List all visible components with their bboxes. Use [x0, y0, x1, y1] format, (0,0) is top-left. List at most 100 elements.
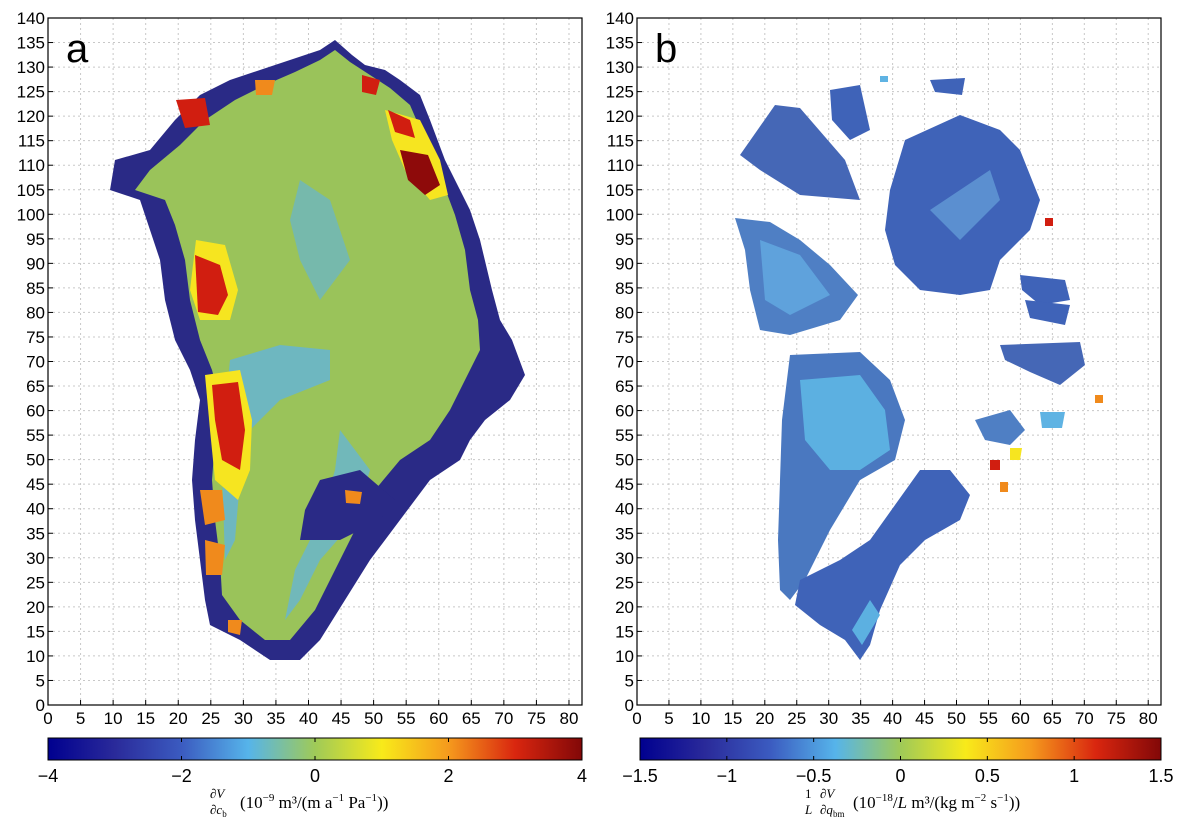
x-tick-label: 60: [429, 709, 448, 728]
y-tick-label: 35: [26, 524, 45, 543]
colorbar-tick-label: −4: [38, 766, 59, 786]
y-tick-label: 105: [606, 181, 634, 200]
cb-a-mid2: Pa: [344, 793, 366, 812]
ticks-a: 0 5 10 15 20 25 30 35 40 45 50 55 60 65 70 75 80 0 5 10 15 20…: [17, 9, 579, 728]
hot-a-n: [255, 80, 275, 95]
y-tick-label: 135: [606, 34, 634, 53]
y-tick-label: 10: [26, 647, 45, 666]
hot-b-4: [1045, 218, 1053, 226]
x-tick-label: 0: [632, 709, 641, 728]
y-tick-label: 130: [606, 58, 634, 77]
y-tick-label: 70: [615, 353, 634, 372]
y-tick-label: 45: [26, 475, 45, 494]
cb-a-exp3: −1: [365, 792, 377, 804]
y-tick-label: 0: [36, 696, 45, 715]
y-tick-label: 40: [26, 500, 45, 519]
x-tick-label: 60: [1011, 709, 1030, 728]
x-tick-label: 40: [883, 709, 902, 728]
y-tick-label: 80: [26, 303, 45, 322]
y-tick-label: 30: [26, 549, 45, 568]
cb-b-frac: ∂V: [820, 786, 836, 801]
y-tick-label: 95: [615, 230, 634, 249]
cb-a-mid: m³/(m a: [274, 793, 332, 812]
y-tick-label: 90: [615, 254, 634, 273]
x-tick-label: 80: [560, 709, 579, 728]
region-b-e5: [1040, 412, 1065, 428]
heatmap-b: [735, 76, 1103, 660]
hot-a-ne-1-core: [400, 150, 440, 195]
y-tick-label: 90: [26, 254, 45, 273]
x-tick-label: 50: [364, 709, 383, 728]
y-tick-label: 15: [615, 622, 634, 641]
region-b-n1: [740, 105, 860, 200]
hot-b-1: [1010, 448, 1022, 460]
margin-a-se: [300, 470, 395, 540]
cb-b-mid3: s: [986, 793, 997, 812]
region-b-s: [795, 470, 970, 660]
y-tick-label: 60: [26, 402, 45, 421]
y-tick-label: 35: [615, 524, 634, 543]
y-tick-label: 20: [26, 598, 45, 617]
x-tick-label: 35: [266, 709, 285, 728]
panel-label-b: b: [655, 27, 677, 71]
cb-a-exp2: −1: [332, 792, 344, 804]
y-tick-label: 50: [615, 451, 634, 470]
colorbar-tick-label: −1.5: [622, 766, 658, 786]
colorbar-tick-label: 1: [1069, 766, 1079, 786]
x-tick-label: 45: [915, 709, 934, 728]
cb-a-post: )): [377, 793, 388, 812]
panel-label-a: a: [66, 27, 89, 71]
y-tick-label: 50: [26, 451, 45, 470]
colorbar-b: −1.5 −1 −0.5 0 0.5 1 1.5 1 L ∂V ∂qbm (10−18/L …: [622, 737, 1174, 821]
y-tick-label: 55: [615, 426, 634, 445]
cb-b-den: ∂q: [820, 802, 833, 817]
cb-a-den-sub: b: [222, 809, 227, 819]
y-tick-label: 65: [615, 377, 634, 396]
hot-b-5: [1000, 482, 1008, 492]
region-b-n2: [830, 85, 870, 140]
heatmap-a: [110, 40, 525, 660]
y-tick-label: 120: [606, 107, 634, 126]
y-tick-label: 25: [615, 573, 634, 592]
y-tick-label: 130: [17, 58, 45, 77]
y-tick-label: 110: [18, 156, 45, 175]
colorbar-tick-label: 2: [443, 766, 453, 786]
cb-b-Lit: L: [897, 793, 907, 812]
hot-a-nw: [176, 98, 210, 128]
region-b-e1: [1020, 275, 1070, 305]
y-tick-label: 60: [615, 402, 634, 421]
ticks-b: 0 5 10 15 20 25 30 35 40 45 50 55 60 65 70 75 80 0 5 10 15 20…: [606, 9, 1158, 728]
cb-a-exp: −9: [263, 792, 275, 804]
x-tick-label: 40: [299, 709, 318, 728]
x-tick-label: 0: [43, 709, 52, 728]
colorbar-tick-label: −1: [717, 766, 738, 786]
colorbar-a-label: ∂V ∂cb (10−9 m³/(m a−1 Pa−1)): [210, 783, 388, 821]
y-tick-label: 135: [17, 34, 45, 53]
y-tick-label: 0: [625, 696, 634, 715]
y-tick-label: 80: [615, 303, 634, 322]
y-tick-label: 95: [26, 230, 45, 249]
region-b-w-light: [800, 375, 890, 470]
region-b-nw-light: [760, 240, 830, 315]
x-tick-label: 65: [1043, 709, 1062, 728]
colorbar-b-label: 1 L ∂V ∂qbm (10−18/L m³/(kg m−2 s−1)): [804, 783, 1020, 821]
x-tick-label: 70: [494, 709, 513, 728]
colorbar-b-ticks: −1.5 −1 −0.5 0 0.5 1 1.5: [622, 738, 1174, 786]
region-b-e4: [975, 410, 1025, 445]
colorbar-tick-label: 1.5: [1148, 766, 1173, 786]
x-tick-label: 55: [979, 709, 998, 728]
y-tick-label: 55: [26, 426, 45, 445]
x-tick-label: 50: [947, 709, 966, 728]
cb-b-exp3: −1: [997, 792, 1009, 804]
x-tick-label: 5: [76, 709, 85, 728]
y-tick-label: 10: [615, 647, 634, 666]
cb-b-den-sub: bm: [833, 809, 845, 819]
y-tick-label: 100: [17, 205, 45, 224]
y-tick-label: 30: [615, 549, 634, 568]
x-tick-label: 30: [819, 709, 838, 728]
region-b-top: [880, 76, 888, 82]
ice-flow-a-1: [222, 345, 330, 560]
x-tick-label: 75: [1107, 709, 1126, 728]
x-tick-label: 30: [234, 709, 253, 728]
